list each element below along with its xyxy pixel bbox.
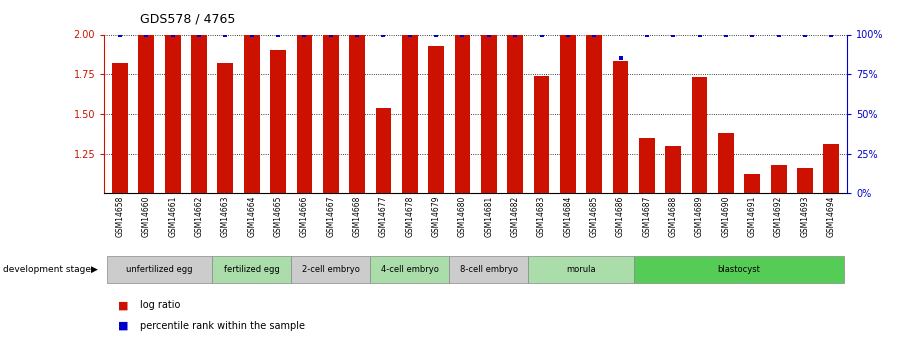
Bar (402, 34, 418, 193)
FancyBboxPatch shape (528, 256, 633, 284)
Bar (797, 168, 813, 193)
Bar (534, 76, 549, 193)
Bar (429, 46, 444, 193)
FancyBboxPatch shape (371, 256, 449, 284)
Bar (824, 144, 839, 193)
Bar (745, 174, 760, 193)
Bar (612, 61, 629, 193)
Bar (139, 34, 154, 193)
Text: GDS578 / 4765: GDS578 / 4765 (140, 12, 236, 25)
Bar (560, 34, 575, 193)
Text: morula: morula (566, 265, 596, 275)
FancyBboxPatch shape (107, 256, 212, 284)
Text: development stage: development stage (3, 265, 91, 274)
Text: fertilized egg: fertilized egg (224, 265, 280, 275)
Bar (665, 146, 681, 193)
Bar (639, 138, 655, 193)
FancyBboxPatch shape (291, 256, 371, 284)
Bar (507, 34, 523, 193)
Text: 8-cell embryo: 8-cell embryo (460, 265, 518, 275)
Bar (165, 34, 180, 193)
Text: ■: ■ (118, 300, 129, 310)
Bar (586, 34, 602, 193)
Bar (455, 34, 470, 193)
Bar (691, 77, 708, 193)
Bar (244, 34, 260, 193)
Text: 4-cell embryo: 4-cell embryo (381, 265, 439, 275)
Bar (296, 34, 313, 193)
Text: ▶: ▶ (91, 265, 98, 274)
Bar (376, 108, 391, 193)
Bar (270, 50, 286, 193)
Text: 2-cell embryo: 2-cell embryo (302, 265, 360, 275)
Text: blastocyst: blastocyst (718, 265, 760, 275)
FancyBboxPatch shape (449, 256, 528, 284)
Text: percentile rank within the sample: percentile rank within the sample (140, 321, 305, 331)
Bar (217, 63, 233, 193)
Bar (323, 34, 339, 193)
Text: ■: ■ (118, 321, 129, 331)
FancyBboxPatch shape (633, 256, 844, 284)
Text: unfertilized egg: unfertilized egg (126, 265, 193, 275)
Bar (349, 34, 365, 193)
Text: log ratio: log ratio (140, 300, 181, 310)
Bar (481, 34, 496, 193)
Bar (191, 34, 207, 193)
Bar (771, 165, 786, 193)
FancyBboxPatch shape (212, 256, 291, 284)
Bar (718, 133, 734, 193)
Bar (112, 63, 128, 193)
